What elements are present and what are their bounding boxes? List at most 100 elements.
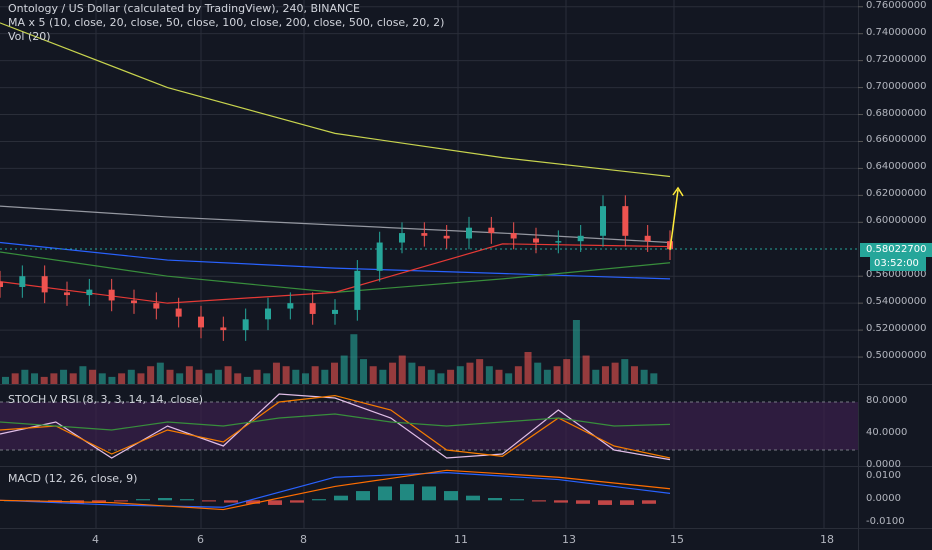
volume-bar <box>601 366 609 384</box>
stoch-line <box>0 413 671 431</box>
macd-hist-bar <box>576 500 590 504</box>
candle-body <box>376 242 383 271</box>
volume-bar <box>321 369 329 384</box>
macd-hist-bar <box>268 500 282 505</box>
candle-body <box>600 206 606 236</box>
volume-bar <box>543 369 551 384</box>
macd-hist-bar <box>400 484 414 501</box>
volume-bar <box>437 373 445 384</box>
stoch-tick-label: 0.0000 <box>866 459 901 470</box>
volume-bar <box>427 369 435 384</box>
volume-bar <box>350 334 358 384</box>
volume-bar <box>582 355 590 384</box>
macd-hist-bar <box>554 500 568 503</box>
stoch-tick-label: 40.0000 <box>866 427 908 438</box>
candle-body <box>622 206 629 236</box>
volume-bar <box>40 376 48 384</box>
arrow-shaft <box>669 189 679 251</box>
stoch-tick-label: 80.0000 <box>866 395 908 406</box>
volume-bar <box>418 366 426 384</box>
volume-bar <box>476 359 484 384</box>
macd-tick-label: 0.0000 <box>866 493 901 505</box>
volume-bar <box>398 355 406 384</box>
candle-body <box>555 241 562 243</box>
volume-bar <box>263 373 271 384</box>
volume-bar <box>292 369 300 384</box>
price-tick-label: 0.54000000 <box>866 296 927 308</box>
volume-bar <box>69 373 77 384</box>
price-tick-label: 0.72000000 <box>866 53 927 65</box>
volume-bar <box>447 369 455 384</box>
stoch-line <box>0 393 671 461</box>
macd-hist-bar <box>312 499 326 501</box>
volume-bar <box>214 369 222 384</box>
volume-bar <box>147 366 155 384</box>
time-tick-label: 6 <box>197 533 204 546</box>
volume-bar <box>592 369 600 384</box>
volume-bar <box>98 373 106 384</box>
volume-bar <box>408 362 416 384</box>
volume-bar <box>156 362 164 384</box>
volume-bar <box>11 373 19 384</box>
time-tick-label: 4 <box>92 533 99 546</box>
panel-divider <box>0 466 932 467</box>
legend-title: Ontology / US Dollar (calculated by Trad… <box>8 2 360 15</box>
candle-body <box>175 308 182 317</box>
volume-bar <box>166 369 174 384</box>
ma-line <box>0 251 671 293</box>
stoch-panel <box>0 393 858 461</box>
volume-bar <box>360 359 368 384</box>
time-tick-label: 13 <box>562 533 576 546</box>
price-tick-label: 0.60000000 <box>866 215 927 227</box>
volume-bar <box>89 369 97 384</box>
volume-bar <box>205 373 213 384</box>
price-tick-label: 0.66000000 <box>866 134 927 146</box>
volume-bar <box>79 366 87 384</box>
price-tick-label: 0.76000000 <box>866 0 927 11</box>
volume-bar <box>495 369 503 384</box>
candle-body <box>577 235 584 242</box>
macd-hist-bar <box>422 486 436 501</box>
last-price-tag: 0.58022700 <box>860 243 932 257</box>
time-tick-label: 11 <box>454 533 468 546</box>
volume-bar <box>224 366 232 384</box>
volume-bar <box>640 369 648 384</box>
macd-line <box>0 469 671 511</box>
macd-hist-bar <box>202 500 216 502</box>
volume-bar <box>50 373 58 384</box>
arrow-head <box>672 186 684 197</box>
macd-hist-bar <box>334 495 348 501</box>
panel-divider <box>0 528 932 529</box>
price-tick-label: 0.50000000 <box>866 350 927 362</box>
volume-bar <box>311 366 319 384</box>
macd-panel <box>0 469 671 511</box>
candle-body <box>644 235 651 242</box>
macd-hist-bar <box>620 500 634 505</box>
volume-bar <box>650 373 658 384</box>
volume-bar <box>514 366 522 384</box>
candle-body <box>153 303 160 309</box>
volume-bar <box>553 366 561 384</box>
candle-body <box>287 303 294 309</box>
volume-bar <box>234 373 242 384</box>
candle-body <box>242 319 249 331</box>
candle-body <box>41 276 48 293</box>
volume-bar <box>301 373 309 384</box>
macd-hist-bar <box>114 500 128 502</box>
price-tick-label: 0.74000000 <box>866 26 927 38</box>
macd-line <box>0 472 671 508</box>
candle-body <box>108 289 115 301</box>
price-tick-label: 0.70000000 <box>866 80 927 92</box>
candle-body <box>220 327 227 331</box>
time-tick-label: 18 <box>820 533 834 546</box>
legend-ma: MA x 5 (10, close, 20, close, 50, close,… <box>8 16 445 29</box>
volume-bar <box>379 369 387 384</box>
macd-hist-bar <box>466 495 480 501</box>
macd-hist-bar <box>180 499 194 501</box>
candle-body <box>332 309 338 314</box>
volume-bar <box>127 369 135 384</box>
macd-hist-bar <box>290 500 304 503</box>
volume-bar <box>340 355 348 384</box>
legend-macd: MACD (12, 26, close, 9) <box>8 472 138 485</box>
